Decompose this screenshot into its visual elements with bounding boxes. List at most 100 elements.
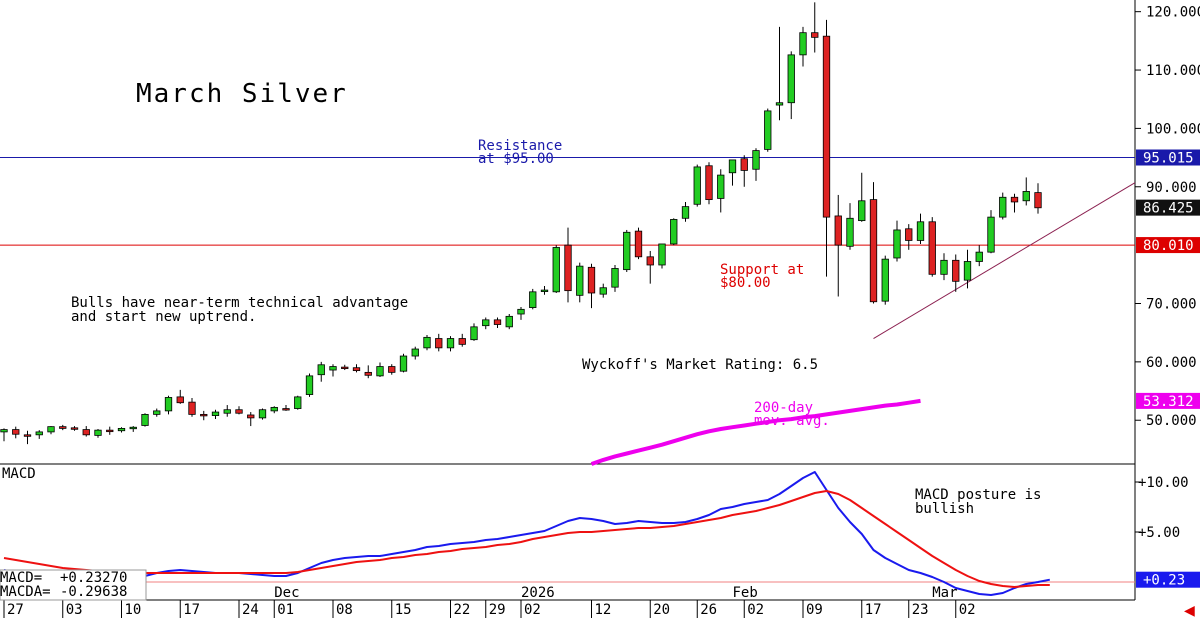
candle bbox=[893, 220, 901, 262]
candle bbox=[23, 430, 32, 445]
candle bbox=[317, 361, 325, 382]
candle-body bbox=[247, 414, 255, 419]
candlesticks bbox=[0, 2, 1042, 445]
candle-body bbox=[23, 434, 32, 437]
candle-body bbox=[211, 411, 220, 416]
candle-body bbox=[505, 315, 513, 328]
candle bbox=[376, 362, 384, 378]
week-label: 27 bbox=[7, 602, 24, 618]
candle-body bbox=[305, 375, 314, 395]
candle bbox=[822, 19, 831, 277]
candle-body bbox=[341, 366, 349, 370]
macd-readout-label: MACD= bbox=[0, 570, 42, 586]
candle-body bbox=[294, 396, 302, 409]
candle-body bbox=[822, 35, 831, 218]
price-badge-support: 80.010 bbox=[1136, 237, 1200, 254]
candle-body bbox=[446, 338, 455, 349]
candle-body bbox=[623, 231, 631, 271]
candle bbox=[999, 192, 1007, 220]
candle-body bbox=[975, 251, 983, 262]
macd-readout: MACD= +0.23270 bbox=[0, 570, 127, 586]
macd-readout-box bbox=[0, 569, 147, 601]
bulls-annotation: Bulls have near-term technical advantage… bbox=[71, 295, 408, 325]
candle-body bbox=[223, 409, 231, 414]
price-badge-bg bbox=[1136, 571, 1200, 588]
candle-body bbox=[129, 426, 137, 430]
candle-body bbox=[928, 221, 936, 275]
candle bbox=[411, 346, 419, 360]
price-tick-label: 100.000 bbox=[1146, 121, 1200, 137]
candle bbox=[364, 365, 372, 379]
candle bbox=[858, 172, 866, 222]
candle bbox=[388, 364, 396, 375]
candle-body bbox=[188, 401, 196, 415]
candle bbox=[634, 227, 643, 260]
candle bbox=[505, 314, 513, 330]
candle bbox=[82, 426, 90, 437]
candle bbox=[70, 426, 79, 431]
candle-body bbox=[752, 150, 760, 170]
candle bbox=[693, 164, 701, 207]
candle-body bbox=[282, 408, 290, 411]
candle-body bbox=[893, 229, 901, 259]
candle-body bbox=[787, 54, 795, 104]
resistance-label: Resistance at $95.00 bbox=[478, 138, 562, 167]
scroll-arrow-icon[interactable]: ◀ bbox=[1184, 603, 1195, 618]
candle bbox=[599, 283, 607, 298]
candle bbox=[905, 224, 913, 250]
candle-body bbox=[717, 174, 725, 199]
macd-series-line bbox=[3, 471, 1050, 596]
candle bbox=[59, 424, 67, 431]
month-label: Dec bbox=[274, 585, 299, 601]
candle bbox=[670, 218, 678, 246]
candle bbox=[529, 288, 537, 310]
week-label: 09 bbox=[806, 602, 823, 618]
candle bbox=[282, 405, 290, 411]
candle-body bbox=[1010, 196, 1019, 203]
candle-body bbox=[775, 102, 784, 106]
candle bbox=[446, 336, 455, 352]
price-tick-label: 90.000 bbox=[1146, 180, 1197, 196]
candle-body bbox=[599, 287, 607, 295]
candle bbox=[153, 408, 161, 417]
candle bbox=[987, 210, 995, 254]
week-label: 17 bbox=[865, 602, 882, 618]
candle-body bbox=[458, 338, 466, 345]
candle bbox=[846, 203, 854, 250]
candle-body bbox=[764, 110, 772, 150]
candle bbox=[117, 427, 126, 433]
macd-panel bbox=[0, 471, 1135, 596]
candle bbox=[247, 412, 255, 427]
price-axis-ticks: 120.000 110.000 100.000 90.000 70.000 60.000 5… bbox=[1135, 5, 1200, 541]
candle-body bbox=[399, 355, 408, 372]
candle-body bbox=[670, 219, 678, 245]
price-tick-label: 120.000 bbox=[1146, 5, 1200, 21]
week-label: 03 bbox=[66, 602, 83, 618]
price-tick-label: 50.000 bbox=[1146, 413, 1197, 429]
candle-body bbox=[658, 243, 666, 266]
price-tick-label: 110.000 bbox=[1146, 63, 1200, 79]
candle bbox=[164, 395, 173, 415]
candle-body bbox=[576, 265, 584, 296]
week-label: 20 bbox=[653, 602, 670, 618]
candle bbox=[129, 426, 137, 432]
candle bbox=[869, 182, 878, 304]
week-label: 10 bbox=[125, 602, 142, 618]
candle-body bbox=[117, 427, 126, 432]
candle bbox=[106, 426, 114, 435]
wyckoff-rating: Wyckoff's Market Rating: 6.5 bbox=[582, 357, 818, 373]
candle-body bbox=[940, 259, 948, 275]
candle bbox=[940, 253, 948, 281]
price-badge-text: 86.425 bbox=[1143, 201, 1194, 217]
ma-label: 200-day mov. avg. bbox=[754, 400, 830, 429]
candle-body bbox=[740, 158, 748, 171]
candle-body bbox=[70, 427, 79, 430]
macd-tick-label: +5.00 bbox=[1138, 525, 1180, 541]
candle bbox=[470, 323, 478, 341]
candle-body bbox=[352, 367, 361, 372]
candle bbox=[587, 263, 596, 309]
candle bbox=[200, 410, 208, 421]
candle-body bbox=[540, 289, 549, 292]
candle-body bbox=[693, 166, 701, 205]
candle bbox=[0, 428, 8, 442]
